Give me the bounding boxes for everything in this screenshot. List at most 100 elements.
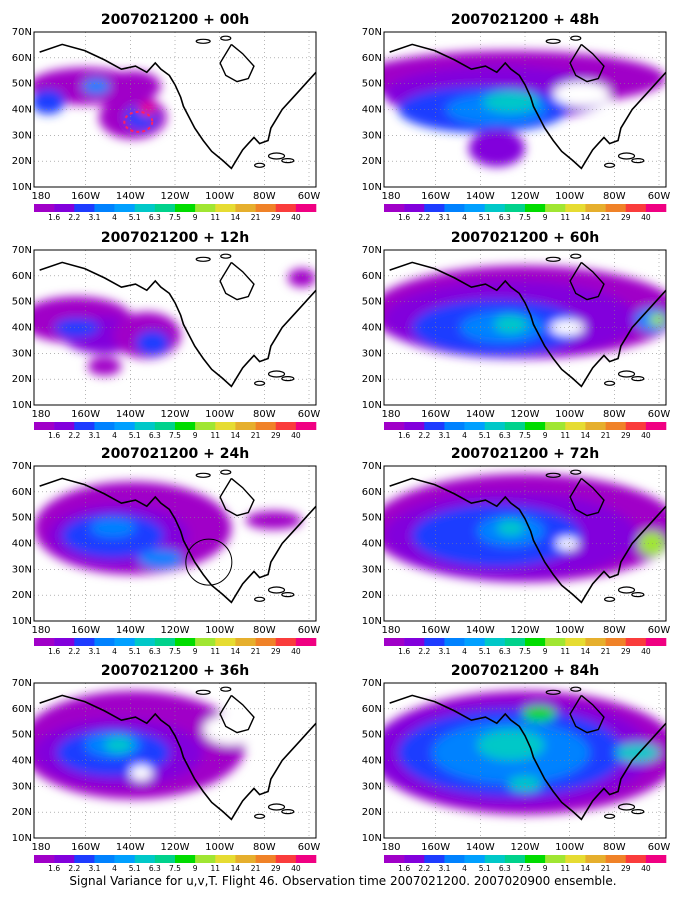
lat-label: 10N bbox=[362, 182, 382, 193]
lat-label: 30N bbox=[362, 130, 382, 141]
colorbar-swatch bbox=[605, 855, 627, 863]
colorbar-label: 21 bbox=[601, 864, 611, 873]
lon-label: 100W bbox=[205, 842, 234, 853]
map-frame bbox=[383, 31, 667, 188]
colorbar-label: 6.3 bbox=[499, 213, 511, 222]
colorbar-label: 21 bbox=[251, 213, 261, 222]
colorbar-swatch bbox=[114, 638, 136, 646]
colorbar-label: 1.6 bbox=[398, 213, 410, 222]
colorbar-swatch bbox=[525, 638, 546, 646]
colorbar: 1.6 2.2 3.1 4 5.1 6.3 7.5 9 11 14 21 29 40 bbox=[34, 855, 317, 873]
colorbar-label: 4 bbox=[112, 864, 117, 873]
map-frame bbox=[383, 465, 667, 622]
coastline bbox=[39, 253, 316, 388]
colorbar-swatch bbox=[154, 855, 176, 863]
colorbar-swatch bbox=[404, 422, 425, 430]
lon-label: 60W bbox=[298, 625, 321, 636]
colorbar-swatch bbox=[114, 855, 136, 863]
colorbar-label: 29 bbox=[271, 864, 281, 873]
lon-label: 100W bbox=[205, 409, 234, 420]
lat-label: 40N bbox=[12, 323, 32, 334]
variance-contour bbox=[129, 765, 153, 781]
colorbar-swatch bbox=[175, 422, 196, 430]
lon-label: 100W bbox=[205, 191, 234, 202]
colorbar-swatch bbox=[134, 204, 156, 212]
colorbar-label: 29 bbox=[271, 213, 281, 222]
colorbar-swatch bbox=[134, 855, 156, 863]
lon-label: 80W bbox=[603, 409, 626, 420]
lon-label: 140W bbox=[466, 409, 495, 420]
colorbar-swatch bbox=[504, 855, 526, 863]
panel-title: 2007021200 + 72h bbox=[451, 446, 599, 462]
colorbar-label: 5.1 bbox=[479, 431, 491, 440]
colorbar-label: 3.1 bbox=[88, 431, 100, 440]
colorbar-swatch bbox=[464, 422, 486, 430]
colorbar-swatch bbox=[195, 422, 216, 430]
colorbar-swatch bbox=[565, 638, 586, 646]
colorbar-label: 4 bbox=[112, 431, 117, 440]
colorbar-label: 2.2 bbox=[68, 213, 80, 222]
coastline bbox=[389, 253, 666, 388]
colorbar-swatch bbox=[255, 638, 277, 646]
colorbar-swatch bbox=[235, 422, 256, 430]
colorbar-swatch bbox=[464, 638, 486, 646]
lat-label: 30N bbox=[362, 348, 382, 359]
colorbar-label: 5.1 bbox=[479, 213, 491, 222]
map-panel: 2007021200 + 48h 70N 60N 50N 40N 30N 20N 10N180… bbox=[362, 12, 671, 222]
variance-field bbox=[34, 32, 316, 187]
colorbar-swatch bbox=[484, 638, 506, 646]
colorbar-label: 14 bbox=[231, 647, 241, 656]
panel-title: 2007021200 + 00h bbox=[101, 12, 249, 28]
variance-contour bbox=[135, 330, 170, 356]
lat-label: 40N bbox=[362, 539, 382, 550]
colorbar-swatch bbox=[34, 855, 55, 863]
panel-title: 2007021200 + 84h bbox=[451, 663, 599, 679]
colorbar-label: 4 bbox=[462, 213, 467, 222]
colorbar-swatch bbox=[215, 855, 236, 863]
colorbar-swatch bbox=[114, 204, 136, 212]
colorbar-label: 40 bbox=[291, 431, 301, 440]
lat-label: 20N bbox=[12, 807, 32, 818]
variance-field bbox=[34, 250, 316, 405]
colorbar-swatch bbox=[565, 422, 586, 430]
colorbar-swatch bbox=[215, 204, 236, 212]
colorbar-swatch bbox=[464, 204, 486, 212]
lon-label: 100W bbox=[555, 842, 584, 853]
colorbar-label: 3.1 bbox=[88, 864, 100, 873]
panel-title: 2007021200 + 12h bbox=[101, 230, 249, 246]
colorbar-swatch bbox=[484, 204, 506, 212]
colorbar-label: 4 bbox=[462, 864, 467, 873]
lat-label: 60N bbox=[12, 271, 32, 282]
colorbar-swatch bbox=[175, 855, 196, 863]
colorbar: 1.6 2.2 3.1 4 5.1 6.3 7.5 9 11 14 21 29 40 bbox=[34, 638, 317, 656]
colorbar-label: 11 bbox=[211, 213, 221, 222]
coastline bbox=[389, 35, 666, 170]
lat-label: 50N bbox=[12, 297, 32, 308]
variance-contour bbox=[615, 743, 661, 763]
colorbar-label: 2.2 bbox=[418, 213, 430, 222]
colorbar-label: 9 bbox=[193, 431, 198, 440]
variance-contour bbox=[477, 729, 545, 761]
colorbar-swatch bbox=[444, 638, 465, 646]
lon-label: 100W bbox=[205, 625, 234, 636]
lon-label: 60W bbox=[648, 191, 671, 202]
lat-label: 60N bbox=[12, 487, 32, 498]
colorbar-swatch bbox=[215, 638, 236, 646]
lon-label: 80W bbox=[253, 625, 276, 636]
colorbar-swatch bbox=[195, 204, 216, 212]
variance-contour bbox=[550, 319, 585, 336]
colorbar-label: 2.2 bbox=[418, 431, 430, 440]
lat-label: 30N bbox=[12, 564, 32, 575]
map-frame bbox=[383, 682, 667, 839]
colorbar-swatch bbox=[605, 638, 627, 646]
colorbar-swatch bbox=[54, 855, 75, 863]
variance-contour bbox=[81, 78, 111, 94]
lon-label: 80W bbox=[253, 842, 276, 853]
colorbar-label: 1.6 bbox=[48, 864, 60, 873]
colorbar-label: 1.6 bbox=[48, 647, 60, 656]
lon-label: 160W bbox=[421, 409, 450, 420]
colorbar-swatch bbox=[235, 204, 256, 212]
lat-label: 30N bbox=[12, 781, 32, 792]
lon-label: 180 bbox=[381, 191, 400, 202]
lon-label: 180 bbox=[31, 842, 50, 853]
